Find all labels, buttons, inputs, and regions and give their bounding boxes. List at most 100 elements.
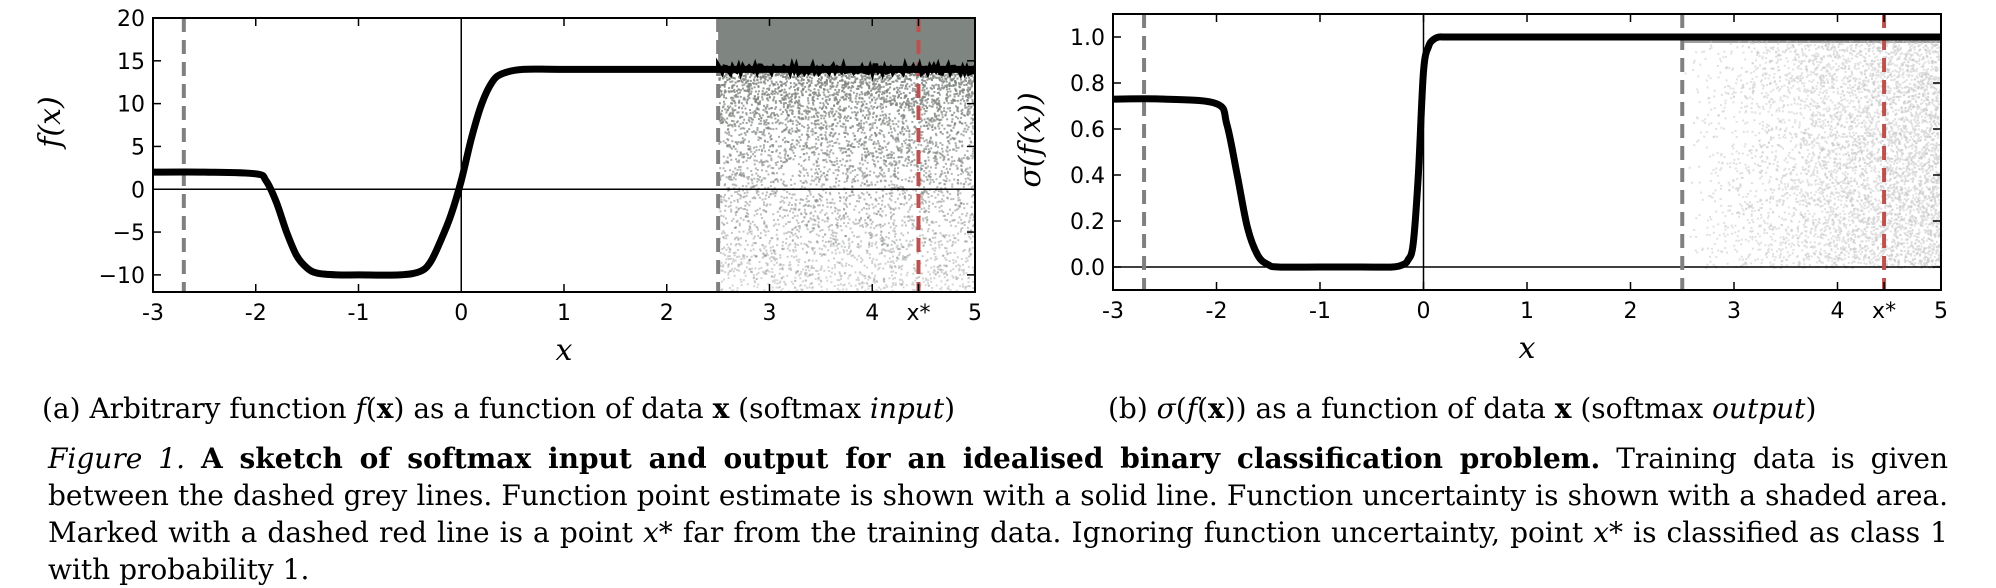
uncertainty-sample — [736, 249, 739, 252]
uncertainty-sample — [925, 221, 928, 224]
uncertainty-sample — [743, 195, 746, 198]
uncertainty-sample — [751, 186, 754, 189]
uncertainty-sample — [794, 207, 797, 210]
uncertainty-sample — [939, 156, 942, 159]
uncertainty-sample — [872, 163, 875, 166]
uncertainty-sample — [894, 95, 897, 98]
uncertainty-sample — [739, 171, 742, 174]
uncertainty-sample — [901, 120, 904, 123]
uncertainty-sample — [739, 91, 742, 94]
uncertainty-sample — [740, 237, 743, 240]
uncertainty-sample — [862, 80, 865, 83]
uncertainty-sample — [961, 222, 964, 225]
uncertainty-sample — [728, 133, 731, 136]
uncertainty-sample — [791, 111, 794, 114]
uncertainty-sample — [813, 252, 816, 255]
uncertainty-sample — [912, 267, 915, 270]
uncertainty-sample — [759, 232, 762, 235]
uncertainty-sample — [874, 165, 877, 168]
uncertainty-sample — [731, 183, 734, 186]
uncertainty-sample — [802, 268, 805, 271]
uncertainty-sample — [790, 232, 793, 235]
uncertainty-sample — [805, 197, 808, 200]
uncertainty-sample — [930, 280, 933, 283]
uncertainty-sample — [966, 202, 969, 205]
uncertainty-sample — [871, 260, 874, 263]
uncertainty-sample — [763, 255, 766, 258]
uncertainty-sample — [735, 243, 738, 246]
uncertainty-sample — [772, 99, 775, 102]
uncertainty-sample — [790, 148, 793, 151]
uncertainty-sample — [920, 195, 923, 198]
uncertainty-sample — [923, 118, 926, 121]
uncertainty-sample — [867, 153, 870, 156]
uncertainty-sample — [791, 239, 794, 242]
uncertainty-sample — [888, 92, 891, 95]
uncertainty-sample — [726, 117, 729, 120]
uncertainty-sample — [847, 93, 850, 96]
uncertainty-sample — [813, 206, 816, 209]
uncertainty-sample — [905, 274, 908, 277]
uncertainty-sample — [875, 83, 878, 86]
uncertainty-sample — [757, 193, 760, 196]
uncertainty-sample — [800, 73, 803, 76]
uncertainty-sample — [883, 238, 886, 241]
uncertainty-sample — [905, 189, 908, 192]
uncertainty-sample — [779, 280, 782, 283]
uncertainty-sample — [937, 193, 940, 196]
uncertainty-sample — [742, 156, 745, 159]
uncertainty-sample — [758, 122, 761, 125]
uncertainty-sample — [971, 246, 974, 249]
uncertainty-sample — [916, 251, 919, 254]
uncertainty-sample — [769, 127, 772, 130]
uncertainty-sample — [834, 77, 837, 80]
uncertainty-sample — [796, 89, 799, 92]
uncertainty-sample — [844, 115, 847, 118]
uncertainty-sample — [778, 281, 781, 284]
uncertainty-sample — [880, 230, 883, 233]
uncertainty-sample — [801, 124, 804, 127]
uncertainty-sample — [808, 231, 811, 234]
uncertainty-sample — [939, 232, 942, 235]
uncertainty-sample — [893, 265, 896, 268]
uncertainty-sample — [960, 168, 963, 171]
uncertainty-sample — [864, 202, 867, 205]
uncertainty-sample — [839, 283, 842, 286]
uncertainty-sample — [911, 89, 914, 92]
uncertainty-sample — [776, 83, 779, 86]
uncertainty-sample — [831, 135, 834, 138]
uncertainty-sample — [810, 282, 813, 285]
uncertainty-sample — [756, 180, 759, 183]
uncertainty-sample — [888, 205, 891, 208]
uncertainty-sample — [942, 254, 945, 257]
uncertainty-sample — [860, 261, 863, 264]
uncertainty-sample — [901, 142, 904, 145]
uncertainty-sample — [966, 259, 969, 262]
uncertainty-sample — [730, 158, 733, 161]
uncertainty-sample — [727, 264, 730, 267]
uncertainty-sample — [747, 85, 750, 88]
uncertainty-sample — [921, 150, 924, 153]
uncertainty-sample — [828, 113, 831, 116]
uncertainty-sample — [837, 91, 840, 94]
uncertainty-sample — [776, 238, 779, 241]
uncertainty-sample — [957, 189, 960, 192]
uncertainty-sample — [954, 75, 957, 78]
uncertainty-sample — [752, 97, 755, 100]
uncertainty-sample — [737, 193, 740, 196]
uncertainty-sample — [896, 244, 899, 247]
uncertainty-sample — [955, 278, 958, 281]
uncertainty-sample — [949, 269, 952, 272]
uncertainty-sample — [935, 134, 938, 137]
uncertainty-sample — [947, 135, 950, 138]
uncertainty-sample — [923, 149, 926, 152]
uncertainty-sample — [925, 167, 928, 170]
uncertainty-sample — [745, 159, 748, 162]
uncertainty-sample — [796, 75, 799, 78]
uncertainty-sample — [886, 142, 889, 145]
uncertainty-sample — [966, 96, 969, 99]
uncertainty-sample — [879, 114, 882, 117]
uncertainty-sample — [744, 78, 747, 81]
uncertainty-sample — [748, 258, 751, 261]
uncertainty-sample — [959, 102, 962, 105]
